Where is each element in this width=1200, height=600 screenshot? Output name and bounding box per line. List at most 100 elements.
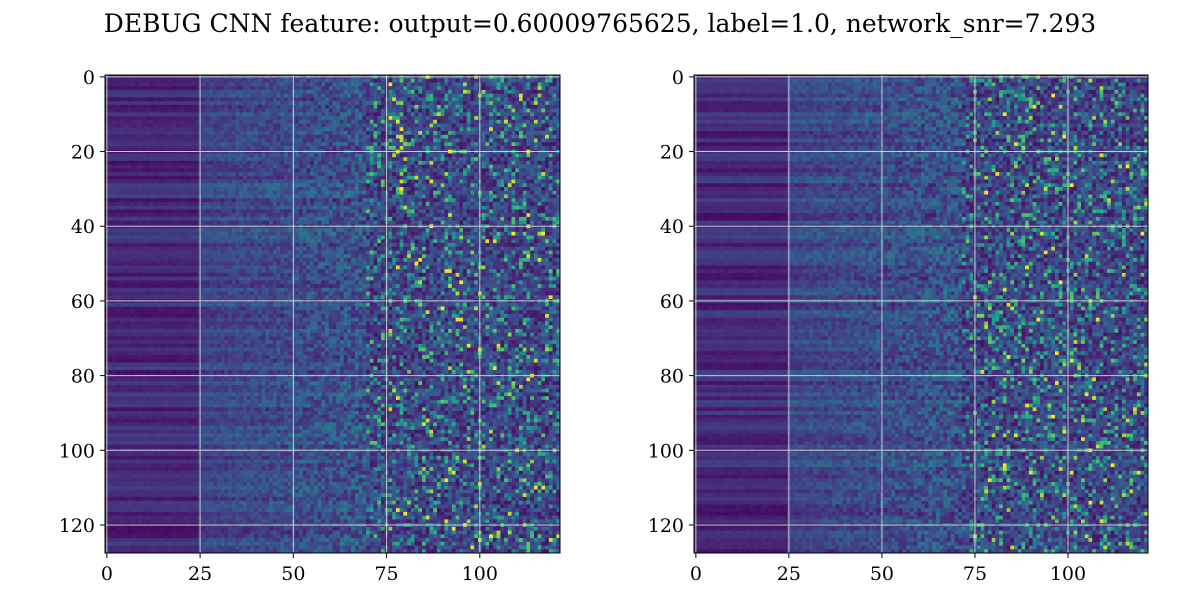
heatmap-cell bbox=[497, 168, 501, 172]
heatmap-cell bbox=[172, 209, 176, 213]
heatmap-cell bbox=[239, 183, 243, 187]
heatmap-cell bbox=[500, 142, 504, 146]
heatmap-cell bbox=[400, 165, 404, 169]
heatmap-cell bbox=[370, 217, 374, 221]
heatmap-cell bbox=[489, 120, 493, 124]
heatmap-cell bbox=[284, 217, 288, 221]
heatmap-cell bbox=[288, 191, 292, 195]
heatmap-cell bbox=[321, 116, 325, 120]
heatmap-cell bbox=[187, 168, 191, 172]
heatmap-cell bbox=[303, 183, 307, 187]
heatmap-cell bbox=[545, 183, 549, 187]
heatmap-cell bbox=[131, 79, 135, 83]
heatmap-cell bbox=[512, 112, 516, 116]
heatmap-cell bbox=[247, 153, 251, 157]
heatmap-cell bbox=[217, 142, 221, 146]
heatmap-cell bbox=[523, 209, 527, 213]
heatmap-cell bbox=[310, 94, 314, 98]
heatmap-cell bbox=[418, 213, 422, 217]
heatmap-cell bbox=[437, 79, 441, 83]
heatmap-cell bbox=[146, 116, 150, 120]
heatmap-cell bbox=[515, 165, 519, 169]
heatmap-cell bbox=[388, 176, 392, 180]
heatmap-cell bbox=[433, 86, 437, 90]
heatmap-cell bbox=[314, 198, 318, 202]
heatmap-cell bbox=[228, 180, 232, 184]
heatmap-cell bbox=[236, 97, 240, 101]
heatmap-cell bbox=[157, 213, 161, 217]
heatmap-cell bbox=[321, 180, 325, 184]
heatmap-cell bbox=[459, 135, 463, 139]
heatmap-cell bbox=[116, 202, 120, 206]
heatmap-cell bbox=[153, 206, 157, 210]
heatmap-cell bbox=[333, 109, 337, 113]
heatmap-cell bbox=[269, 206, 273, 210]
heatmap-cell bbox=[318, 176, 322, 180]
heatmap-cell bbox=[131, 101, 135, 105]
heatmap-cell bbox=[381, 105, 385, 109]
heatmap-cell bbox=[191, 135, 195, 139]
heatmap-cell bbox=[139, 146, 143, 150]
heatmap-cell bbox=[168, 116, 172, 120]
heatmap-cell bbox=[482, 206, 486, 210]
heatmap-cell bbox=[418, 116, 422, 120]
heatmap-cell bbox=[142, 221, 146, 225]
heatmap-cell bbox=[422, 90, 426, 94]
heatmap-cell bbox=[209, 94, 213, 98]
heatmap-cell bbox=[541, 124, 545, 128]
heatmap-cell bbox=[299, 124, 303, 128]
heatmap-cell bbox=[500, 187, 504, 191]
heatmap-cell bbox=[299, 131, 303, 135]
heatmap-cell bbox=[150, 176, 154, 180]
heatmap-cell bbox=[273, 221, 277, 225]
heatmap-cell bbox=[470, 146, 474, 150]
heatmap-cell bbox=[549, 82, 553, 86]
heatmap-cell bbox=[187, 165, 191, 169]
heatmap-cell bbox=[504, 90, 508, 94]
heatmap-cell bbox=[310, 135, 314, 139]
heatmap-cell bbox=[139, 112, 143, 116]
heatmap-cell bbox=[191, 138, 195, 142]
heatmap-cell bbox=[418, 202, 422, 206]
heatmap-cell bbox=[236, 131, 240, 135]
heatmap-cell bbox=[310, 105, 314, 109]
heatmap-cell bbox=[120, 157, 124, 161]
heatmap-cell bbox=[538, 112, 542, 116]
heatmap-cell bbox=[161, 206, 165, 210]
heatmap-cell bbox=[150, 213, 154, 217]
heatmap-cell bbox=[187, 82, 191, 86]
heatmap-cell bbox=[236, 180, 240, 184]
heatmap-cell bbox=[109, 97, 113, 101]
heatmap-cell bbox=[526, 120, 530, 124]
heatmap-cell bbox=[224, 86, 228, 90]
heatmap-cell bbox=[523, 97, 527, 101]
heatmap-cell bbox=[228, 172, 232, 176]
heatmap-cell bbox=[388, 187, 392, 191]
heatmap-cell bbox=[463, 195, 467, 199]
heatmap-cell bbox=[467, 124, 471, 128]
heatmap-cell bbox=[333, 172, 337, 176]
heatmap-cell bbox=[370, 86, 374, 90]
heatmap-cell bbox=[329, 157, 333, 161]
heatmap-cell bbox=[359, 112, 363, 116]
heatmap-cell bbox=[512, 187, 516, 191]
heatmap-cell bbox=[239, 109, 243, 113]
heatmap-cell bbox=[165, 172, 169, 176]
heatmap-cell bbox=[321, 86, 325, 90]
heatmap-cell bbox=[131, 187, 135, 191]
heatmap-cell bbox=[217, 183, 221, 187]
heatmap-cell bbox=[135, 116, 139, 120]
heatmap-cell bbox=[374, 161, 378, 165]
heatmap-cell bbox=[191, 127, 195, 131]
heatmap-cell bbox=[512, 109, 516, 113]
heatmap-cell bbox=[116, 109, 120, 113]
heatmap-cell bbox=[403, 165, 407, 169]
heatmap-cell bbox=[444, 138, 448, 142]
heatmap-cell bbox=[549, 142, 553, 146]
heatmap-cell bbox=[116, 217, 120, 221]
heatmap-cell bbox=[485, 124, 489, 128]
heatmap-cell bbox=[441, 97, 445, 101]
heatmap-cell bbox=[120, 142, 124, 146]
heatmap-cell bbox=[370, 165, 374, 169]
heatmap-cell bbox=[355, 161, 359, 165]
